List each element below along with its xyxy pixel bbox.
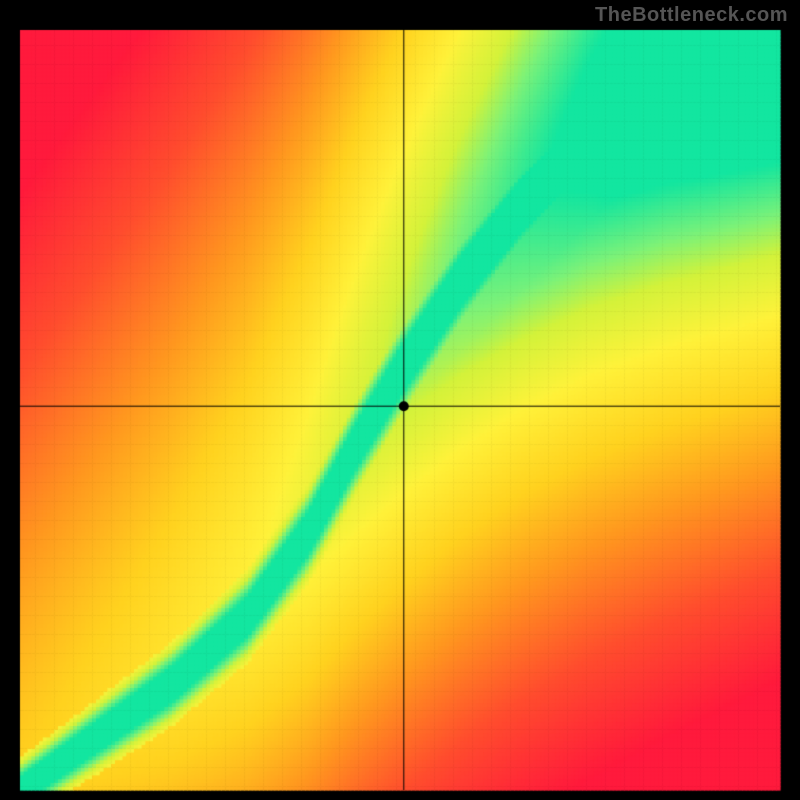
chart-container: TheBottleneck.com bbox=[0, 0, 800, 800]
watermark-text: TheBottleneck.com bbox=[595, 4, 788, 27]
bottleneck-heatmap bbox=[0, 0, 800, 800]
